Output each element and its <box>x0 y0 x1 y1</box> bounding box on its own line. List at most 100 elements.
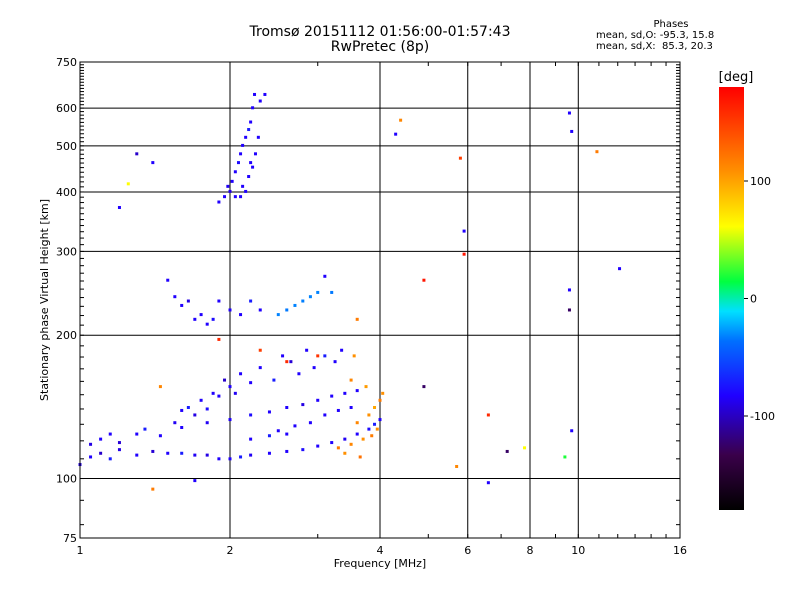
data-point <box>228 189 232 193</box>
data-point <box>233 170 237 174</box>
axis-ticks <box>79 61 681 538</box>
data-point <box>135 152 139 156</box>
x-tick-labels: 1 2 4 6 8 10 16 <box>77 544 688 557</box>
data-point <box>239 313 243 317</box>
data-point <box>355 432 359 436</box>
data-point <box>205 453 209 457</box>
data-point <box>99 451 103 455</box>
data-point <box>151 161 155 165</box>
data-point <box>173 295 177 299</box>
data-point <box>323 274 327 278</box>
colorbar-tick-label: -100 <box>750 410 775 423</box>
data-point <box>247 128 251 132</box>
data-point <box>297 372 301 376</box>
data-point <box>358 455 362 459</box>
data-point <box>256 135 260 139</box>
data-point <box>267 410 271 414</box>
data-point <box>249 120 253 124</box>
phase-stats: Phases mean, sd,O: -95.3, 15.8 mean, sd,… <box>596 19 746 52</box>
data-point <box>173 421 177 425</box>
data-point <box>228 308 232 312</box>
data-point <box>228 457 232 461</box>
data-point <box>349 378 353 382</box>
data-point <box>258 308 262 312</box>
x-tick-label: 16 <box>673 544 687 557</box>
x-tick-label: 2 <box>227 544 234 557</box>
y-tick-label: 100 <box>56 473 77 486</box>
x-tick-label: 4 <box>377 544 384 557</box>
data-point <box>316 398 320 402</box>
data-point <box>193 453 197 457</box>
data-point <box>289 360 293 364</box>
y-tick-labels: 75 100 200 300 400 500 600 750 <box>56 56 77 545</box>
phase-stats-o: mean, sd,O: -95.3, 15.8 <box>596 30 715 41</box>
data-point <box>217 200 221 204</box>
data-point <box>349 442 353 446</box>
data-points <box>78 92 622 491</box>
data-point <box>205 407 209 411</box>
data-point <box>367 427 371 431</box>
data-point <box>293 424 297 428</box>
data-point <box>199 313 203 317</box>
data-point <box>263 92 267 96</box>
data-point <box>258 99 262 103</box>
data-point <box>316 290 320 294</box>
colorbar-unit-label: [deg] <box>718 70 754 85</box>
x-axis-label: Frequency [MHz] <box>334 557 426 570</box>
data-point <box>285 406 289 410</box>
data-point <box>249 437 253 441</box>
y-tick-label: 600 <box>56 102 77 115</box>
data-point <box>249 161 253 165</box>
data-point <box>249 453 253 457</box>
data-point <box>330 394 334 398</box>
data-point <box>308 421 312 425</box>
data-point <box>375 427 379 431</box>
data-point <box>272 378 276 382</box>
data-point <box>378 418 382 422</box>
chart-title: Tromsø 20151112 01:56:00-01:57:43 <box>249 24 511 40</box>
data-point <box>330 441 334 445</box>
data-point <box>199 398 203 402</box>
data-point <box>158 434 162 438</box>
data-point <box>567 288 571 292</box>
data-point <box>108 457 112 461</box>
y-axis-label: Stationary phase Virtual Height [km] <box>38 199 51 401</box>
data-point <box>151 449 155 453</box>
data-point <box>217 457 221 461</box>
data-point <box>241 143 245 147</box>
data-point <box>301 448 305 452</box>
data-point <box>333 360 337 364</box>
data-point <box>336 408 340 412</box>
data-point <box>367 413 371 417</box>
data-point <box>316 354 320 358</box>
data-point <box>323 413 327 417</box>
data-point <box>217 337 221 341</box>
data-point <box>305 348 309 352</box>
data-point <box>211 391 215 395</box>
data-point <box>233 391 237 395</box>
data-point <box>135 432 139 436</box>
data-point <box>193 479 197 483</box>
data-point <box>355 389 359 393</box>
data-point <box>618 267 622 271</box>
data-point <box>239 152 243 156</box>
data-point <box>349 406 353 410</box>
data-point <box>233 195 237 199</box>
data-point <box>422 385 426 389</box>
data-point <box>378 398 382 402</box>
data-point <box>267 434 271 438</box>
data-point <box>340 348 344 352</box>
data-point <box>239 372 243 376</box>
data-point <box>373 422 377 426</box>
data-point <box>486 413 490 417</box>
data-point <box>166 278 170 282</box>
data-point <box>567 111 571 115</box>
data-point <box>563 455 567 459</box>
data-point <box>186 299 190 303</box>
data-point <box>253 152 257 156</box>
chart-title-block: Tromsø 20151112 01:56:00-01:57:43 RwPret… <box>0 25 760 55</box>
data-point <box>355 317 359 321</box>
data-point <box>205 322 209 326</box>
data-point <box>267 451 271 455</box>
data-point <box>455 464 459 468</box>
